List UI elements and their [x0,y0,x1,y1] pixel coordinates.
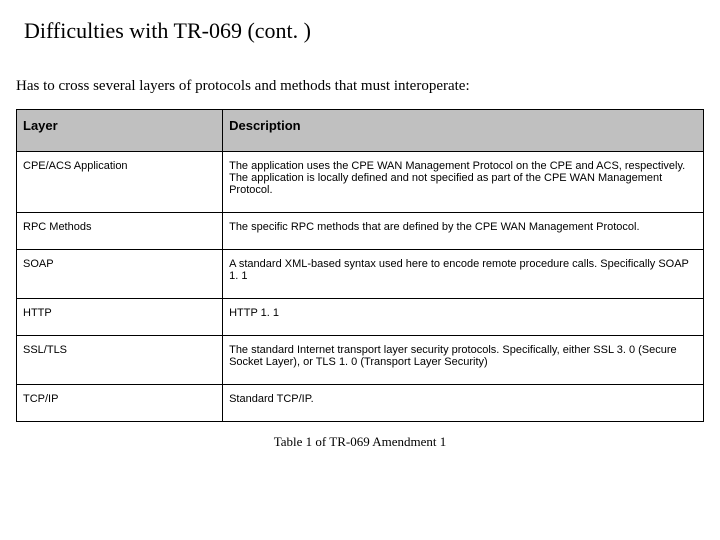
cell-description: The standard Internet transport layer se… [223,336,704,385]
cell-description: The application uses the CPE WAN Managem… [223,152,704,213]
cell-description: The specific RPC methods that are define… [223,213,704,250]
cell-description: Standard TCP/IP. [223,385,704,422]
cell-description: A standard XML-based syntax used here to… [223,250,704,299]
table-row: RPC Methods The specific RPC methods tha… [17,213,704,250]
table-row: SOAP A standard XML-based syntax used he… [17,250,704,299]
cell-layer: SSL/TLS [17,336,223,385]
table-row: HTTP HTTP 1. 1 [17,299,704,336]
page-title: Difficulties with TR-069 (cont. ) [24,18,704,44]
cell-description: HTTP 1. 1 [223,299,704,336]
protocol-layers-table: Layer Description CPE/ACS Application Th… [16,109,704,422]
cell-layer: TCP/IP [17,385,223,422]
table-row: CPE/ACS Application The application uses… [17,152,704,213]
intro-text: Has to cross several layers of protocols… [16,78,704,95]
cell-layer: SOAP [17,250,223,299]
header-layer: Layer [17,110,223,152]
table-row: TCP/IP Standard TCP/IP. [17,385,704,422]
table-caption: Table 1 of TR-069 Amendment 1 [16,434,704,450]
table-row: SSL/TLS The standard Internet transport … [17,336,704,385]
cell-layer: HTTP [17,299,223,336]
table-header-row: Layer Description [17,110,704,152]
header-description: Description [223,110,704,152]
cell-layer: CPE/ACS Application [17,152,223,213]
cell-layer: RPC Methods [17,213,223,250]
